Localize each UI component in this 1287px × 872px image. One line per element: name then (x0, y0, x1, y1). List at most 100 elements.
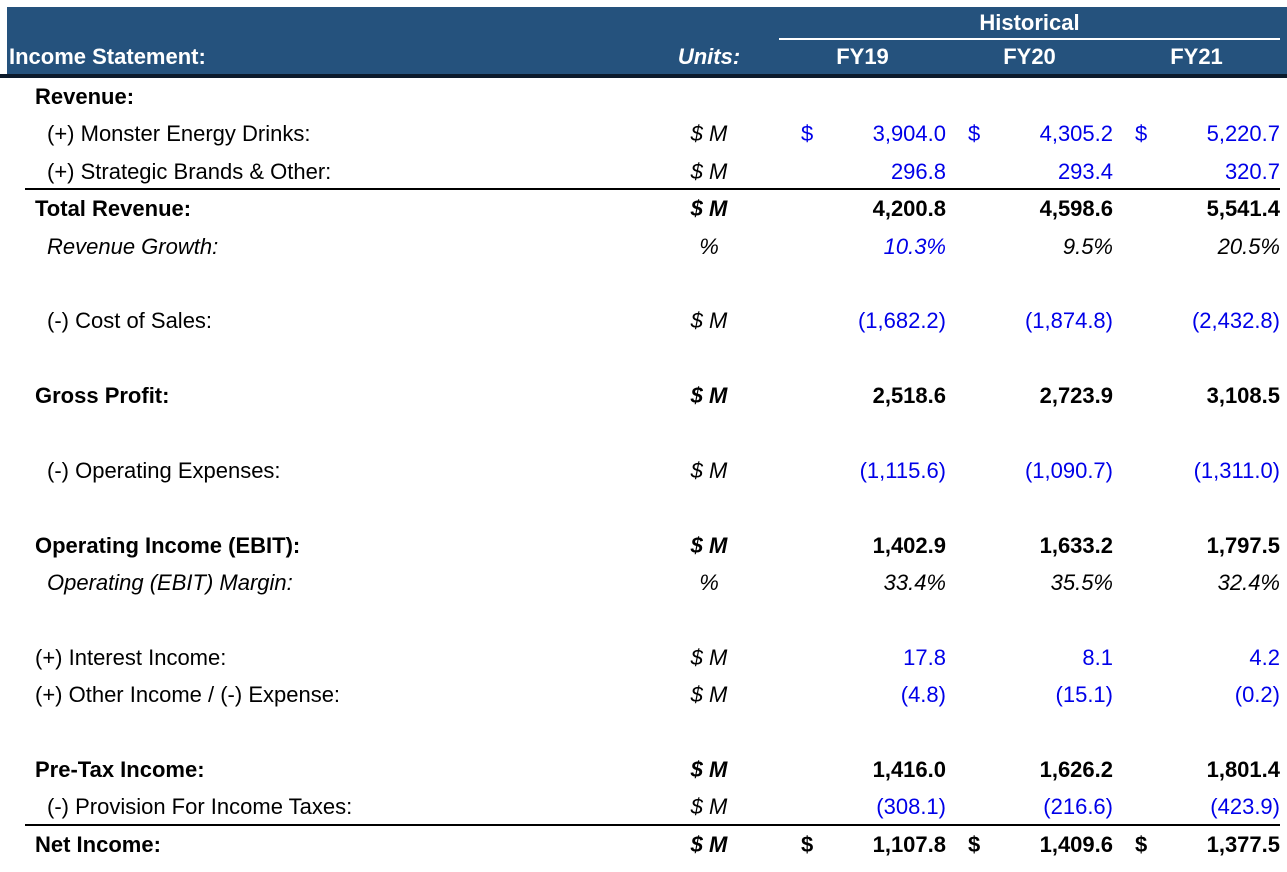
header-bottom-border (0, 74, 1287, 78)
cell-fy21[interactable]: $1,377.5 (1113, 826, 1280, 863)
column-header-row: Income Statement: Units: FY19 FY20 FY21 (7, 40, 1287, 74)
cell-label[interactable]: Total Revenue: (35, 196, 192, 222)
historical-group-header[interactable]: Historical (779, 7, 1280, 40)
cell-units[interactable]: $ M (690, 682, 728, 708)
cell-label[interactable]: Net Income: (35, 831, 161, 857)
blank-row (0, 265, 1287, 302)
cell-fy20[interactable]: 9.5% (1062, 233, 1113, 259)
cell-label[interactable]: Operating Income (EBIT): (35, 532, 301, 558)
cell-fy19[interactable]: (308.1) (876, 794, 946, 820)
cell-fy19[interactable]: 17.8 (903, 644, 946, 670)
cell-units[interactable]: $ M (690, 757, 728, 783)
cell-fy19[interactable]: 33.4% (883, 570, 946, 596)
cell-label[interactable]: Gross Profit: (35, 383, 170, 409)
row-monster-energy-drinks: (+) Monster Energy Drinks: $ M $3,904.0 … (0, 115, 1287, 152)
cell-label[interactable]: (+) Monster Energy Drinks: (47, 121, 311, 147)
cell-fy20[interactable]: (15.1) (1055, 682, 1113, 708)
cell-fy20[interactable]: 2,723.9 (1039, 383, 1113, 409)
cell-units[interactable]: $ M (690, 308, 728, 334)
cell-fy21[interactable]: 4.2 (1249, 644, 1280, 670)
cell-fy21[interactable]: (423.9) (1210, 794, 1280, 820)
column-header-fy21[interactable]: FY21 (1170, 44, 1223, 69)
cell-fy19[interactable]: 10.3% (883, 233, 946, 259)
income-statement-sheet: Historical Income Statement: Units: FY19… (0, 7, 1287, 863)
cell-label[interactable]: Pre-Tax Income: (35, 757, 205, 783)
cell-label[interactable]: Revenue Growth: (47, 233, 219, 259)
header-band: Historical Income Statement: Units: FY19… (7, 7, 1287, 74)
cell-fy21[interactable]: 5,541.4 (1206, 196, 1280, 222)
dollar-sign: $ (801, 121, 814, 147)
cell-fy20[interactable]: 4,598.6 (1039, 196, 1113, 222)
cell-label[interactable]: Revenue: (35, 84, 135, 109)
cell-fy20[interactable]: 293.4 (1057, 158, 1113, 184)
cell-fy20[interactable]: 8.1 (1082, 644, 1113, 670)
cell-fy20[interactable]: 35.5% (1050, 570, 1113, 596)
dollar-sign: $ (968, 831, 981, 857)
row-provision-income-taxes: (-) Provision For Income Taxes: $ M (308… (0, 788, 1287, 827)
cell-fy19[interactable]: 2,518.6 (872, 383, 946, 409)
cell-fy20[interactable]: $1,409.6 (946, 826, 1113, 863)
cell-fy19[interactable]: 296.8 (890, 158, 946, 184)
column-header-fy19[interactable]: FY19 (836, 44, 889, 69)
cell-units[interactable]: % (699, 233, 719, 259)
cell-fy21[interactable]: $5,220.7 (1113, 115, 1280, 152)
cell-label[interactable]: (-) Provision For Income Taxes: (47, 794, 353, 820)
cell-label[interactable]: (+) Strategic Brands & Other: (47, 158, 332, 184)
row-gross-profit: Gross Profit: $ M 2,518.6 2,723.9 3,108.… (0, 377, 1287, 414)
cell-fy21[interactable]: 1,797.5 (1206, 532, 1280, 558)
historical-group-row: Historical (7, 7, 1287, 40)
cell-units[interactable]: $ M (690, 831, 728, 857)
cell-fy20[interactable]: (216.6) (1043, 794, 1113, 820)
dollar-sign: $ (801, 831, 814, 857)
cell-units[interactable]: $ M (690, 644, 728, 670)
cell-fy19[interactable]: $1,107.8 (779, 826, 946, 863)
cell-units[interactable]: $ M (690, 121, 728, 147)
cell-fy20[interactable]: (1,090.7) (1024, 457, 1113, 483)
cell-label[interactable]: Operating (EBIT) Margin: (47, 570, 293, 596)
blank-row (0, 415, 1287, 452)
cell-fy20[interactable]: 1,633.2 (1039, 532, 1113, 558)
cell-fy21[interactable]: 320.7 (1224, 158, 1280, 184)
blank-row (0, 714, 1287, 751)
row-net-income: Net Income: $ M $1,107.8 $1,409.6 $1,377… (0, 826, 1287, 863)
cell-label[interactable]: (+) Other Income / (-) Expense: (35, 682, 341, 708)
cell-fy21[interactable]: 3,108.5 (1206, 383, 1280, 409)
blank-row (0, 489, 1287, 526)
column-header-fy20[interactable]: FY20 (1003, 44, 1056, 69)
row-revenue-growth: Revenue Growth: % 10.3% 9.5% 20.5% (0, 228, 1287, 265)
cell-fy20[interactable]: (1,874.8) (1024, 308, 1113, 334)
row-pre-tax-income: Pre-Tax Income: $ M 1,416.0 1,626.2 1,80… (0, 751, 1287, 788)
row-cost-of-sales: (-) Cost of Sales: $ M (1,682.2) (1,874.… (0, 302, 1287, 339)
cell-units[interactable]: $ M (690, 196, 728, 222)
cell-fy20[interactable]: $4,305.2 (946, 115, 1113, 152)
cell-fy21[interactable]: (2,432.8) (1191, 308, 1280, 334)
cell-fy21[interactable]: (0.2) (1234, 682, 1280, 708)
cell-fy19[interactable]: (4.8) (900, 682, 946, 708)
blank-row (0, 601, 1287, 638)
sheet-title[interactable]: Income Statement: (9, 44, 206, 69)
blank-row (0, 340, 1287, 377)
cell-units[interactable]: $ M (690, 457, 728, 483)
cell-label[interactable]: (+) Interest Income: (35, 644, 227, 670)
cell-fy21[interactable]: 1,801.4 (1206, 757, 1280, 783)
header-empty-label (7, 7, 639, 40)
cell-units[interactable]: % (699, 570, 719, 596)
cell-fy21[interactable]: (1,311.0) (1193, 457, 1280, 483)
cell-units[interactable]: $ M (690, 532, 728, 558)
units-column-header[interactable]: Units: (677, 44, 741, 69)
cell-units[interactable]: $ M (690, 794, 728, 820)
cell-label[interactable]: (-) Operating Expenses: (47, 457, 281, 483)
cell-fy19[interactable]: $3,904.0 (779, 115, 946, 152)
cell-fy19[interactable]: 4,200.8 (872, 196, 946, 222)
cell-fy20[interactable]: 1,626.2 (1039, 757, 1113, 783)
cell-fy19[interactable]: 1,416.0 (872, 757, 946, 783)
cell-fy21[interactable]: 20.5% (1217, 233, 1280, 259)
row-total-revenue: Total Revenue: $ M 4,200.8 4,598.6 5,541… (0, 190, 1287, 227)
cell-label[interactable]: (-) Cost of Sales: (47, 308, 213, 334)
cell-fy19[interactable]: (1,115.6) (859, 457, 946, 483)
cell-fy19[interactable]: (1,682.2) (857, 308, 946, 334)
cell-units[interactable]: $ M (690, 158, 728, 184)
cell-units[interactable]: $ M (690, 383, 728, 409)
cell-fy21[interactable]: 32.4% (1217, 570, 1280, 596)
cell-fy19[interactable]: 1,402.9 (872, 532, 946, 558)
